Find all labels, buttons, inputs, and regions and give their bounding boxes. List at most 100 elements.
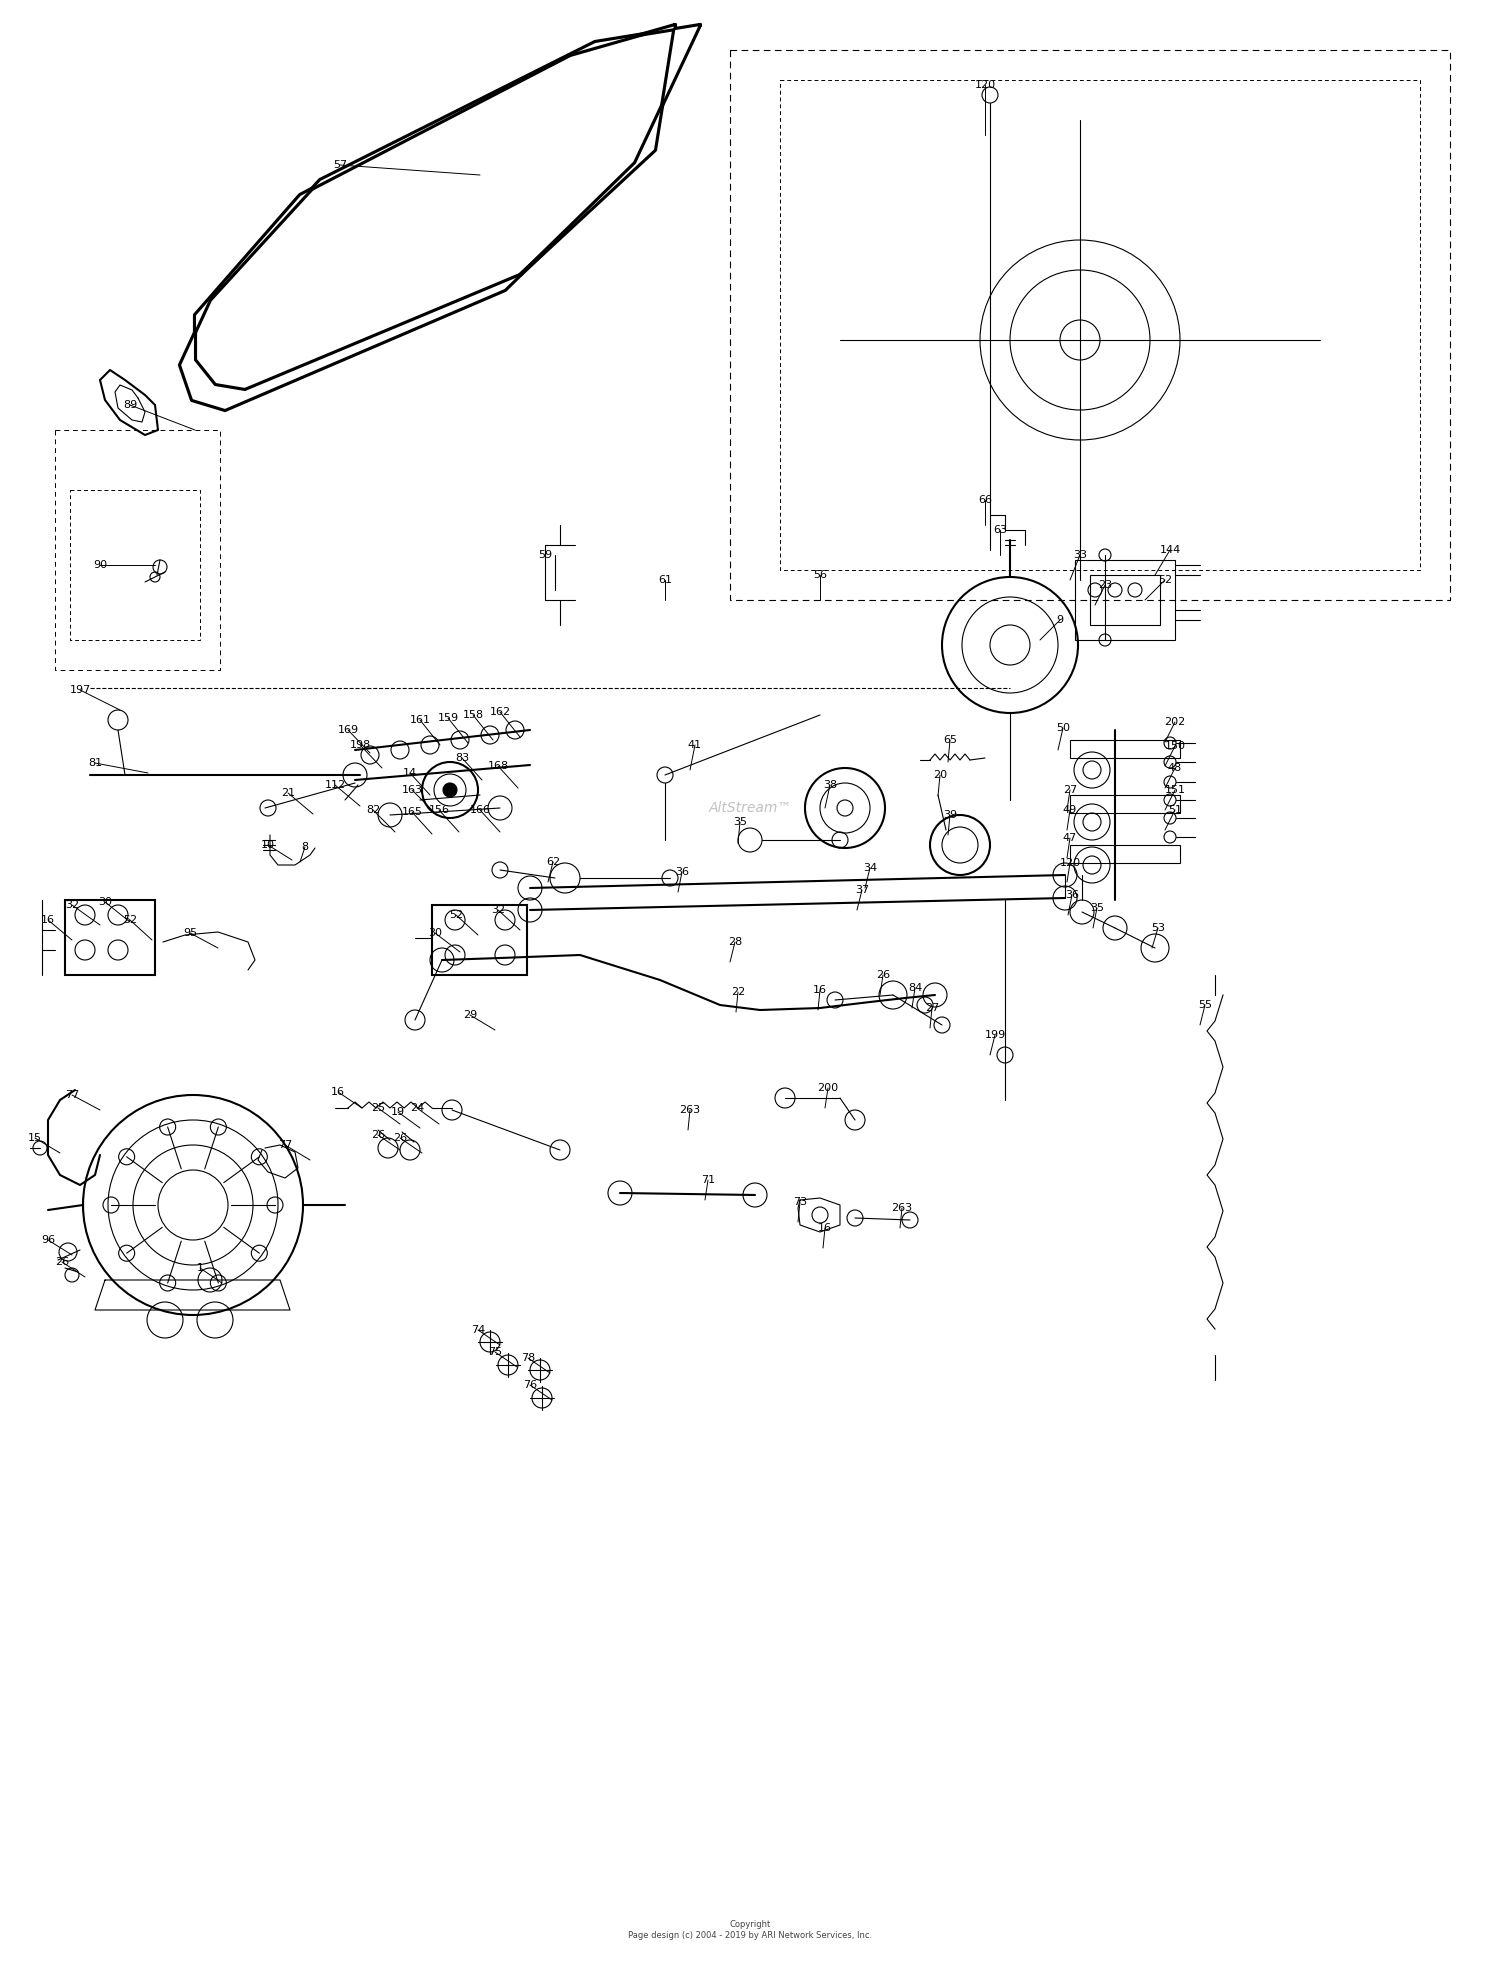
Text: 16: 16 xyxy=(332,1086,345,1098)
Text: 52: 52 xyxy=(1158,575,1172,585)
Text: 263: 263 xyxy=(680,1106,700,1116)
Text: 158: 158 xyxy=(462,711,483,721)
Text: 16: 16 xyxy=(40,915,56,925)
Text: 52: 52 xyxy=(123,915,136,925)
Text: 159: 159 xyxy=(438,713,459,723)
Polygon shape xyxy=(180,26,700,410)
Text: 52: 52 xyxy=(448,909,464,919)
Text: 26: 26 xyxy=(56,1257,69,1267)
Text: 53: 53 xyxy=(1150,923,1166,933)
Text: 77: 77 xyxy=(64,1090,80,1100)
Text: 1: 1 xyxy=(196,1263,204,1273)
Text: 36: 36 xyxy=(1065,890,1078,900)
Text: 78: 78 xyxy=(520,1353,536,1363)
Text: 35: 35 xyxy=(1090,903,1104,913)
Text: 202: 202 xyxy=(1164,717,1185,727)
Text: 55: 55 xyxy=(1198,1000,1212,1009)
Text: 112: 112 xyxy=(324,780,345,790)
Text: 33: 33 xyxy=(1072,550,1088,560)
Text: 95: 95 xyxy=(183,929,196,939)
Text: 65: 65 xyxy=(944,735,957,744)
Bar xyxy=(1070,845,1180,862)
Text: 144: 144 xyxy=(1160,544,1180,556)
Text: 8: 8 xyxy=(302,843,309,852)
Text: 32: 32 xyxy=(64,900,80,909)
Text: 27: 27 xyxy=(926,1004,939,1013)
Text: 35: 35 xyxy=(734,817,747,827)
Text: 161: 161 xyxy=(410,715,430,725)
Text: 156: 156 xyxy=(429,805,450,815)
Text: 26: 26 xyxy=(393,1133,406,1143)
Text: Copyright
Page design (c) 2004 - 2019 by ARI Network Services, Inc.: Copyright Page design (c) 2004 - 2019 by… xyxy=(628,1921,872,1940)
Text: 20: 20 xyxy=(933,770,946,780)
Text: 165: 165 xyxy=(402,807,423,817)
Text: 74: 74 xyxy=(471,1326,484,1336)
Text: 50: 50 xyxy=(1056,723,1070,733)
Text: 96: 96 xyxy=(40,1235,56,1245)
Text: 30: 30 xyxy=(98,898,112,907)
Text: 81: 81 xyxy=(88,758,102,768)
Text: 21: 21 xyxy=(280,788,296,797)
Text: 16: 16 xyxy=(813,986,826,996)
Text: 89: 89 xyxy=(123,401,136,410)
Text: 29: 29 xyxy=(464,1009,477,1019)
Text: 83: 83 xyxy=(454,752,470,762)
Text: 23: 23 xyxy=(1098,579,1112,589)
Text: 166: 166 xyxy=(470,805,490,815)
Text: 26: 26 xyxy=(370,1129,386,1139)
Text: 75: 75 xyxy=(488,1347,502,1357)
Bar xyxy=(1070,740,1180,758)
Text: 59: 59 xyxy=(538,550,552,560)
Bar xyxy=(1090,575,1160,625)
Text: 9: 9 xyxy=(1056,615,1064,625)
Text: 10: 10 xyxy=(261,841,274,850)
Text: AltStream™: AltStream™ xyxy=(708,801,792,815)
Text: 39: 39 xyxy=(944,809,957,821)
Bar xyxy=(1076,560,1174,640)
Text: 49: 49 xyxy=(1064,805,1077,815)
Text: 48: 48 xyxy=(1168,762,1182,774)
Circle shape xyxy=(442,784,458,797)
Text: 63: 63 xyxy=(993,524,1006,534)
Text: 120: 120 xyxy=(975,81,996,90)
Text: 38: 38 xyxy=(824,780,837,790)
Text: 56: 56 xyxy=(813,570,826,579)
Text: 30: 30 xyxy=(427,929,442,939)
Text: 19: 19 xyxy=(392,1108,405,1118)
Text: 57: 57 xyxy=(333,159,346,171)
Text: 90: 90 xyxy=(93,560,106,570)
Text: 168: 168 xyxy=(488,760,508,772)
Text: 151: 151 xyxy=(1164,786,1185,795)
Text: 16: 16 xyxy=(818,1224,833,1233)
Text: 24: 24 xyxy=(410,1104,424,1114)
Text: 14: 14 xyxy=(404,768,417,778)
Text: 32: 32 xyxy=(490,905,506,915)
Text: 28: 28 xyxy=(728,937,742,947)
Text: 263: 263 xyxy=(891,1204,912,1214)
Bar xyxy=(64,900,154,974)
Text: 36: 36 xyxy=(675,866,688,878)
Text: 71: 71 xyxy=(700,1174,715,1184)
Bar xyxy=(432,905,526,974)
Text: 15: 15 xyxy=(28,1133,42,1143)
Text: 34: 34 xyxy=(862,862,877,874)
Text: 169: 169 xyxy=(338,725,358,735)
Bar xyxy=(1070,795,1180,813)
Text: 77: 77 xyxy=(278,1139,292,1151)
Text: 27: 27 xyxy=(1064,786,1077,795)
Text: 120: 120 xyxy=(1059,858,1080,868)
Text: 199: 199 xyxy=(984,1029,1005,1041)
Text: 62: 62 xyxy=(546,856,560,866)
Text: 37: 37 xyxy=(855,886,868,896)
Text: 162: 162 xyxy=(489,707,510,717)
Text: 163: 163 xyxy=(402,786,423,795)
Text: 200: 200 xyxy=(818,1082,839,1094)
Text: 51: 51 xyxy=(1168,805,1182,815)
Text: 73: 73 xyxy=(794,1196,807,1208)
Text: 198: 198 xyxy=(350,740,370,750)
Text: 41: 41 xyxy=(688,740,702,750)
Text: 150: 150 xyxy=(1164,740,1185,750)
Text: 22: 22 xyxy=(730,988,746,998)
Text: 197: 197 xyxy=(69,685,90,695)
Text: 84: 84 xyxy=(908,984,922,994)
